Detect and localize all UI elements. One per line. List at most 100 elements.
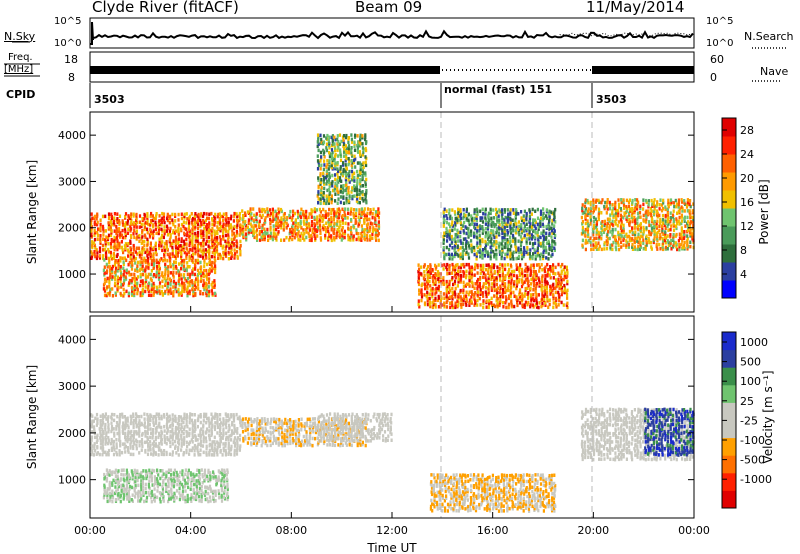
heatmap-cell	[255, 220, 258, 224]
heatmap-cell	[493, 242, 496, 246]
heatmap-cell	[445, 214, 448, 218]
heatmap-cell	[116, 269, 119, 273]
heatmap-cell	[310, 211, 313, 216]
nsky-trace	[90, 21, 694, 45]
heatmap-cell	[134, 287, 137, 292]
heatmap-cell	[128, 273, 131, 277]
heatmap-cell	[347, 140, 350, 144]
heatmap-cell	[331, 150, 334, 155]
heatmap-cell	[434, 296, 437, 301]
heatmap-cell	[127, 433, 130, 438]
heatmap-cell	[160, 289, 163, 294]
heatmap-cell	[158, 214, 161, 218]
heatmap-cell	[595, 236, 598, 240]
heatmap-cell	[502, 290, 505, 295]
heatmap-cell	[208, 250, 211, 254]
heatmap-cell	[177, 229, 180, 233]
heatmap-cell	[331, 134, 334, 138]
heatmap-cell	[358, 150, 362, 154]
heatmap-cell	[334, 199, 337, 203]
heatmap-cell	[453, 237, 456, 241]
heatmap-cell	[543, 237, 546, 241]
heatmap-cell	[350, 140, 354, 144]
heatmap-cell	[116, 247, 119, 252]
heatmap-cell	[543, 297, 546, 301]
heatmap-cell	[107, 415, 110, 419]
heatmap-cell	[101, 436, 104, 440]
heatmap-cell	[559, 275, 563, 279]
heatmap-cell	[302, 228, 305, 232]
heatmap-cell	[536, 250, 540, 255]
heatmap-cell	[675, 245, 678, 249]
heatmap-cell	[492, 249, 495, 254]
heatmap-cell	[445, 220, 448, 225]
heatmap-cell	[90, 448, 93, 452]
heatmap-cell	[333, 188, 336, 193]
heatmap-cell	[501, 281, 504, 286]
heatmap-cell	[111, 264, 114, 269]
heatmap-cell	[199, 218, 202, 223]
heatmap-cell	[167, 269, 170, 273]
heatmap-cell	[171, 453, 174, 457]
heatmap-cell	[338, 142, 342, 146]
heatmap-cell	[344, 154, 348, 159]
heatmap-cell	[644, 213, 647, 217]
heatmap-cell	[532, 244, 535, 248]
heatmap-cell	[514, 218, 517, 223]
heatmap-cell	[190, 212, 193, 216]
heatmap-cell	[211, 222, 214, 227]
heatmap-cell	[191, 233, 194, 237]
nsearch-tick-bottom: 10^0	[706, 38, 734, 49]
heatmap-cell	[631, 226, 634, 230]
heatmap-cell	[199, 279, 202, 283]
nave-label: Nave	[760, 65, 789, 78]
heatmap-cell	[242, 230, 245, 234]
heatmap-cell	[501, 212, 504, 216]
heatmap-cell	[327, 178, 331, 182]
heatmap-cell	[143, 243, 146, 248]
heatmap-cell	[275, 214, 278, 218]
heatmap-cell	[339, 165, 342, 169]
heatmap-cell	[488, 284, 491, 288]
heatmap-cell	[648, 223, 651, 228]
heatmap-cell	[196, 243, 200, 248]
heatmap-cell	[300, 207, 303, 212]
heatmap-cell	[185, 267, 188, 271]
heatmap-cell	[451, 239, 454, 244]
heatmap-cell	[364, 173, 367, 177]
heatmap-cell	[661, 228, 664, 233]
heatmap-cell	[493, 288, 496, 293]
heatmap-cell	[317, 148, 320, 153]
heatmap-cell	[323, 198, 326, 203]
heatmap-cell	[664, 221, 667, 225]
heatmap-cell	[465, 216, 468, 221]
heatmap-cell	[327, 225, 330, 230]
heatmap-cell	[418, 271, 421, 276]
heatmap-cell	[473, 222, 476, 226]
heatmap-cell	[205, 255, 208, 259]
heatmap-cell	[476, 290, 479, 294]
heatmap-cell	[457, 277, 460, 282]
heatmap-cell	[347, 226, 350, 230]
heatmap-cell	[144, 281, 147, 285]
heatmap-cell	[294, 232, 297, 236]
heatmap-cell	[541, 268, 544, 272]
heatmap-cell	[551, 239, 554, 243]
heatmap-cell	[498, 227, 501, 231]
heatmap-cell	[534, 270, 537, 274]
heatmap-cell	[594, 241, 597, 245]
heatmap-cell	[344, 188, 347, 193]
heatmap-cell	[188, 265, 191, 269]
heatmap-cell	[616, 209, 619, 213]
heatmap-cell	[202, 248, 205, 252]
heatmap-cell	[417, 269, 420, 274]
heatmap-cell	[539, 235, 542, 240]
heatmap-cell	[465, 269, 468, 274]
heatmap-cell	[126, 448, 130, 453]
heatmap-cell	[448, 211, 451, 216]
heatmap-cell	[194, 285, 198, 290]
heatmap-cell	[323, 163, 326, 167]
heatmap-cell	[366, 222, 369, 226]
heatmap-cell	[529, 286, 532, 291]
heatmap-cell	[322, 140, 326, 144]
